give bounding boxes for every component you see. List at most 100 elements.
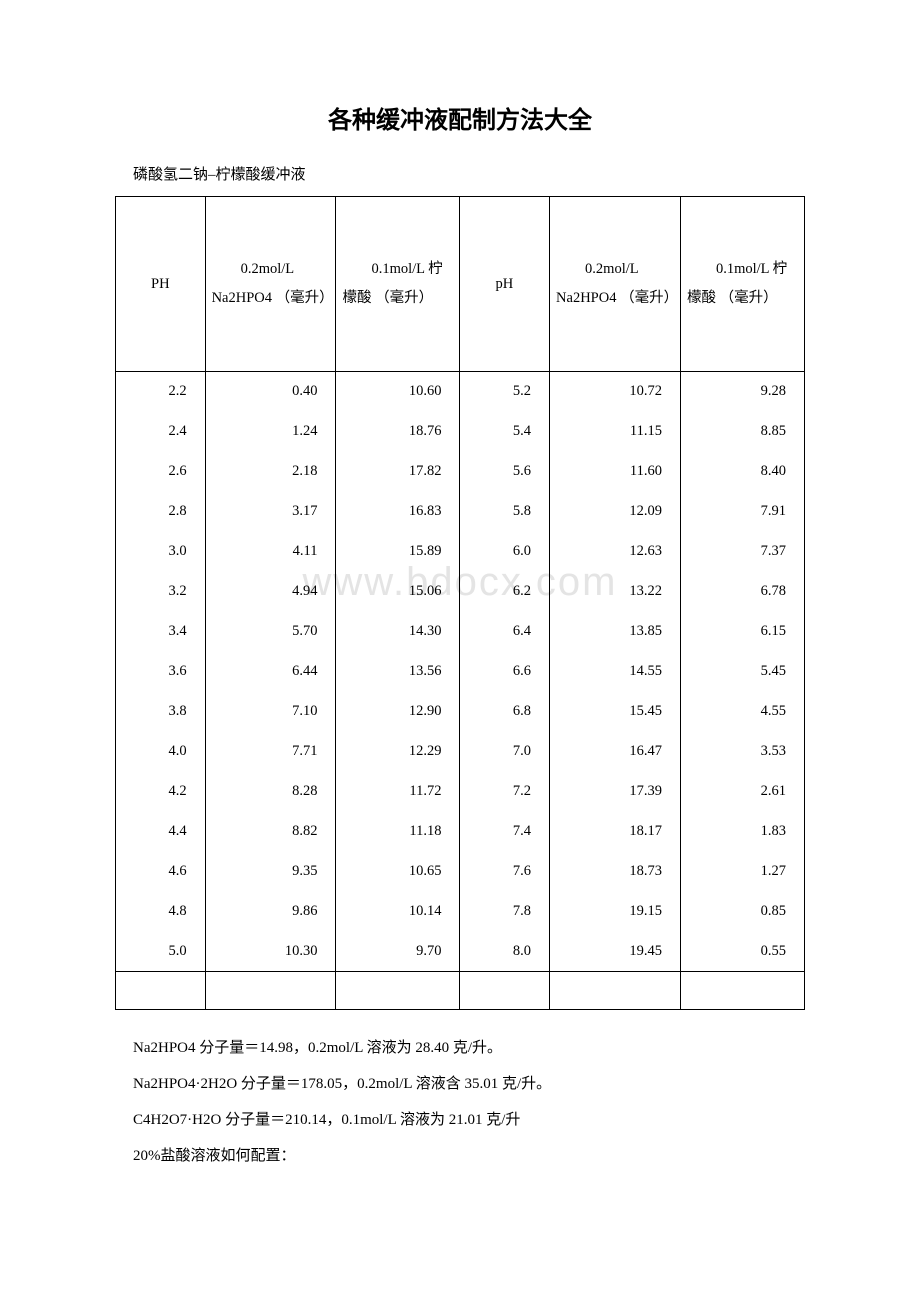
table-cell: 3.17 [205, 492, 336, 532]
table-cell: 4.4 [116, 812, 206, 852]
table-cell: 12.90 [336, 692, 460, 732]
table-cell: 4.94 [205, 572, 336, 612]
notes-section: Na2HPO4 分子量＝14.98，0.2mol/L 溶液为 28.40 克/升… [133, 1030, 805, 1174]
table-cell: 15.45 [550, 692, 681, 732]
buffer-table: PH 0.2mol/L Na2HPO4 （毫升） 0.1mol/L 柠檬酸 （毫… [115, 196, 805, 1010]
table-cell: 14.30 [336, 612, 460, 652]
table-cell: 17.39 [550, 772, 681, 812]
table-row: 3.66.4413.566.614.555.45 [116, 652, 805, 692]
table-cell: 13.85 [550, 612, 681, 652]
table-cell: 8.82 [205, 812, 336, 852]
table-cell: 1.24 [205, 412, 336, 452]
table-cell: 7.8 [460, 892, 550, 932]
table-cell: 6.2 [460, 572, 550, 612]
note-line: Na2HPO4·2H2O 分子量＝178.05，0.2mol/L 溶液含 35.… [133, 1066, 805, 1102]
table-cell: 8.28 [205, 772, 336, 812]
table-cell: 4.8 [116, 892, 206, 932]
table-row: 3.04.1115.896.012.637.37 [116, 532, 805, 572]
col-header-ph-left: PH [116, 197, 206, 372]
table-cell: 7.0 [460, 732, 550, 772]
table-cell: 9.28 [680, 372, 804, 412]
table-cell: 18.17 [550, 812, 681, 852]
table-row: 2.20.4010.605.210.729.28 [116, 372, 805, 412]
col-header-na2hpo4-right: 0.2mol/L Na2HPO4 （毫升） [550, 197, 681, 372]
table-cell: 18.73 [550, 852, 681, 892]
table-cell: 13.56 [336, 652, 460, 692]
table-cell: 16.83 [336, 492, 460, 532]
table-row: 3.24.9415.066.213.226.78 [116, 572, 805, 612]
table-cell: 11.18 [336, 812, 460, 852]
table-cell: 10.72 [550, 372, 681, 412]
table-cell: 6.15 [680, 612, 804, 652]
table-cell: 14.55 [550, 652, 681, 692]
note-line: C4H2O7·H2O 分子量＝210.14，0.1mol/L 溶液为 21.01… [133, 1102, 805, 1138]
table-cell: 0.85 [680, 892, 804, 932]
table-cell: 7.10 [205, 692, 336, 732]
table-cell: 3.0 [116, 532, 206, 572]
table-cell: 0.55 [680, 932, 804, 972]
table-cell: 7.2 [460, 772, 550, 812]
table-row: 2.83.1716.835.812.097.91 [116, 492, 805, 532]
table-cell: 4.2 [116, 772, 206, 812]
table-cell: 6.8 [460, 692, 550, 732]
table-cell: 3.2 [116, 572, 206, 612]
table-cell: 5.70 [205, 612, 336, 652]
table-cell: 8.40 [680, 452, 804, 492]
note-line: Na2HPO4 分子量＝14.98，0.2mol/L 溶液为 28.40 克/升… [133, 1030, 805, 1066]
table-cell: 9.86 [205, 892, 336, 932]
table-cell: 0.40 [205, 372, 336, 412]
table-cell: 5.8 [460, 492, 550, 532]
table-cell: 3.53 [680, 732, 804, 772]
table-body: 2.20.4010.605.210.729.282.41.2418.765.41… [116, 372, 805, 1010]
table-cell-empty [550, 972, 681, 1010]
table-cell: 3.4 [116, 612, 206, 652]
table-cell: 4.0 [116, 732, 206, 772]
table-cell: 7.6 [460, 852, 550, 892]
table-cell-empty [205, 972, 336, 1010]
table-cell: 18.76 [336, 412, 460, 452]
col-header-na2hpo4-left: 0.2mol/L Na2HPO4 （毫升） [205, 197, 336, 372]
table-row: 2.62.1817.825.611.608.40 [116, 452, 805, 492]
table-cell: 19.45 [550, 932, 681, 972]
table-cell: 11.15 [550, 412, 681, 452]
table-cell: 5.2 [460, 372, 550, 412]
table-cell: 7.4 [460, 812, 550, 852]
table-cell: 9.35 [205, 852, 336, 892]
table-cell: 10.30 [205, 932, 336, 972]
table-row: 3.87.1012.906.815.454.55 [116, 692, 805, 732]
table-cell: 2.18 [205, 452, 336, 492]
table-cell: 10.65 [336, 852, 460, 892]
table-cell: 7.91 [680, 492, 804, 532]
table-cell: 19.15 [550, 892, 681, 932]
table-cell: 12.09 [550, 492, 681, 532]
table-cell: 5.0 [116, 932, 206, 972]
table-cell: 10.60 [336, 372, 460, 412]
table-cell: 16.47 [550, 732, 681, 772]
table-cell: 1.83 [680, 812, 804, 852]
table-row: 5.010.309.708.019.450.55 [116, 932, 805, 972]
table-cell: 2.2 [116, 372, 206, 412]
table-row: 4.69.3510.657.618.731.27 [116, 852, 805, 892]
table-cell-empty [116, 972, 206, 1010]
table-row: 4.89.8610.147.819.150.85 [116, 892, 805, 932]
table-row: 4.48.8211.187.418.171.83 [116, 812, 805, 852]
table-cell: 15.06 [336, 572, 460, 612]
table-cell: 8.85 [680, 412, 804, 452]
col-header-citric-left: 0.1mol/L 柠檬酸 （毫升） [336, 197, 460, 372]
table-cell: 7.71 [205, 732, 336, 772]
table-cell: 5.4 [460, 412, 550, 452]
table-cell-empty [336, 972, 460, 1010]
table-empty-row [116, 972, 805, 1010]
table-cell: 4.6 [116, 852, 206, 892]
table-cell: 4.55 [680, 692, 804, 732]
table-cell: 3.8 [116, 692, 206, 732]
table-cell: 2.61 [680, 772, 804, 812]
page-title: 各种缓冲液配制方法大全 [115, 100, 805, 135]
table-cell: 3.6 [116, 652, 206, 692]
table-cell: 2.4 [116, 412, 206, 452]
table-row: 4.07.7112.297.016.473.53 [116, 732, 805, 772]
table-cell: 6.0 [460, 532, 550, 572]
table-row: 3.45.7014.306.413.856.15 [116, 612, 805, 652]
col-header-ph-right: pH [460, 197, 550, 372]
table-cell: 9.70 [336, 932, 460, 972]
